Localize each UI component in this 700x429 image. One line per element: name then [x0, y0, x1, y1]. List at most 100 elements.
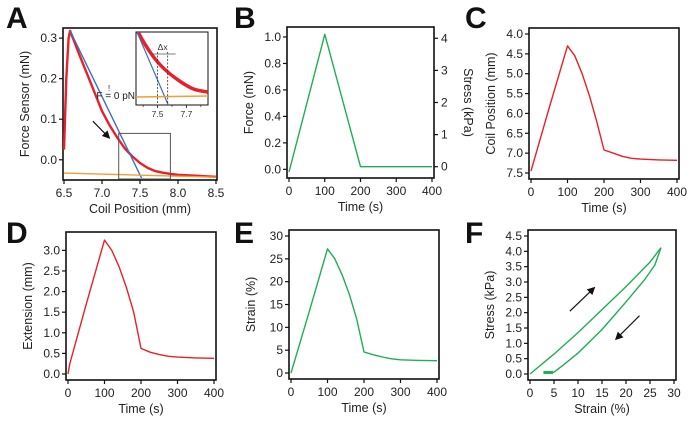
y-tick-label: 10	[270, 320, 284, 334]
x-tick-label: 25	[643, 386, 657, 400]
x-tick-label: 7.5	[132, 186, 149, 200]
x-tick-label: 5	[551, 386, 558, 400]
y-right-tick-label: 0	[441, 160, 448, 174]
panel-d: D 0 100 200 300 400 0.0 0.5 1.0 1.5 2.0 2.5 3.0 Time …	[6, 217, 224, 416]
panel-b: B 0 100 200 300 400 0.0 0.2 0.4 0.6 0.8 1.0 Time (s)…	[234, 2, 475, 214]
y-tick-label: 3.0	[505, 275, 522, 289]
y-axis-label: Force (mN)	[242, 71, 256, 134]
x-tick-label: 0	[65, 386, 72, 400]
x-tick-label: 200	[594, 185, 614, 199]
y-tick-label: 0.0	[43, 367, 60, 381]
series-line-unloading	[544, 247, 662, 373]
x-tick-label: 8.0	[170, 186, 187, 200]
plot-frame	[528, 27, 680, 180]
zero-force-mark: !	[108, 83, 110, 93]
y-right-tick-label: 2	[441, 96, 448, 110]
panel-letter: C	[465, 2, 487, 35]
y-tick-label: 1.0	[43, 326, 60, 340]
zero-force-label: F = 0 pN	[96, 91, 135, 102]
x-tick-label: 8.5	[208, 186, 225, 200]
y-tick-label: 0.5	[43, 346, 60, 360]
x-tick-label: 400	[427, 385, 447, 399]
x-axis-label: Time (s)	[581, 201, 626, 215]
x-axis-label: Time (s)	[341, 401, 386, 415]
y-tick-label: 0.5	[505, 352, 522, 366]
series-group	[530, 45, 678, 172]
y-tick-label: 1.0	[264, 30, 281, 44]
y-tick-label: 2.5	[43, 264, 60, 278]
y-right-tick-label: 3	[441, 63, 448, 77]
x-tick-label: 10	[571, 386, 585, 400]
panel-letter: F	[465, 217, 483, 250]
x-tick-label: 300	[630, 185, 650, 199]
y-axis-label: Extension (mm)	[21, 262, 35, 350]
unloading-arrow	[614, 315, 640, 341]
y-tick-label: 2.5	[505, 290, 522, 304]
x-tick-label: 300	[390, 385, 410, 399]
x-tick-label: 7.0	[94, 186, 111, 200]
y-tick-label: 4.0	[506, 27, 523, 41]
x-tick-label: 300	[386, 184, 406, 198]
panel-e: E 0 100 200 300 400 0 5 10 15 20 25 30 Time (s) Strain…	[234, 217, 447, 415]
x-tick-label: 0	[288, 385, 295, 399]
x-axis-label: Coil Position (mm)	[89, 202, 191, 216]
series-line-extension	[67, 239, 215, 375]
y-tick-label: 0	[276, 366, 283, 380]
panel-f: F 0 5 10 15 20 25 30 0.00.5 1.01.52.0 2.53.03.5 4.0…	[465, 217, 681, 416]
panel-c: C 0 100 200 300 400 4.0 4.5 5.0 5.5 6.0 6.5 7.0 7.5 Ti…	[465, 2, 687, 215]
x-tick-label: 200	[131, 386, 151, 400]
inset-x-tick-label: 7.5	[152, 109, 164, 119]
series-line-baseline-fit	[63, 172, 217, 178]
series-line-loading	[529, 247, 662, 375]
x-tick-label: 400	[204, 386, 224, 400]
x-axis-label: Time (s)	[118, 402, 163, 416]
series-line-strain	[290, 248, 438, 374]
x-axis-label: Strain (%)	[574, 402, 630, 416]
x-tick-label: 400	[667, 185, 687, 199]
y-tick-label: 0.2	[264, 136, 281, 150]
y-tick-label: 4.0	[505, 244, 522, 258]
y-tick-label: 4.5	[505, 229, 522, 243]
inset-force-curve	[136, 32, 208, 94]
y-tick-label: 3.5	[505, 260, 522, 274]
x-tick-label: 100	[557, 185, 577, 199]
series-line-coil-position	[530, 45, 678, 172]
y-tick-label: 2.0	[43, 285, 60, 299]
x-tick-label: 200	[350, 184, 370, 198]
series-line-force	[288, 33, 432, 173]
y-tick-label: 4.5	[506, 47, 523, 61]
x-tick-label: 0	[286, 184, 293, 198]
series-group	[290, 248, 438, 374]
panel-letter: D	[6, 217, 28, 250]
y-right-tick-label: 1	[441, 128, 448, 142]
y-tick-label: 0.4	[264, 109, 281, 123]
y-tick-label: 1.0	[505, 336, 522, 350]
x-tick-label: 0	[528, 185, 535, 199]
x-tick-label: 400	[422, 184, 442, 198]
y-tick-label: 0.8	[264, 56, 281, 70]
x-tick-label: 200	[354, 385, 374, 399]
series-line-linear-fit	[69, 30, 143, 179]
delta-x-label: Δx	[158, 42, 169, 52]
y-tick-label: 0.3	[40, 31, 57, 45]
y-tick-label: 6.0	[506, 106, 523, 120]
zoom-region	[118, 132, 171, 180]
x-tick-label: 6.5	[56, 186, 73, 200]
inset-x-tick-label: 7.7	[180, 109, 192, 119]
y-tick-label: 5.5	[506, 87, 523, 101]
x-tick-label: 300	[167, 386, 187, 400]
y-tick-label: 5	[276, 343, 283, 357]
y-axis-label: Coil Position (mm)	[484, 52, 498, 154]
y-axis-label: Strain (%)	[244, 277, 258, 333]
x-tick-label: 100	[315, 184, 335, 198]
series-group	[63, 29, 217, 179]
y-axis-label: Force Sensor (mN)	[18, 51, 32, 157]
x-tick-label: 100	[94, 386, 114, 400]
y-tick-label: 1.5	[505, 321, 522, 335]
inset: Δx 7.5 7.7 F = 0 pN!	[96, 31, 209, 119]
panel-a: A 6.5 7.0 7.5 8.0 8.5 0.0 0.1 0.2 0.3 Coil Positio…	[6, 2, 225, 216]
plot-frame	[286, 26, 435, 179]
loading-arrow	[569, 286, 596, 312]
y-tick-label: 0.0	[505, 367, 522, 381]
